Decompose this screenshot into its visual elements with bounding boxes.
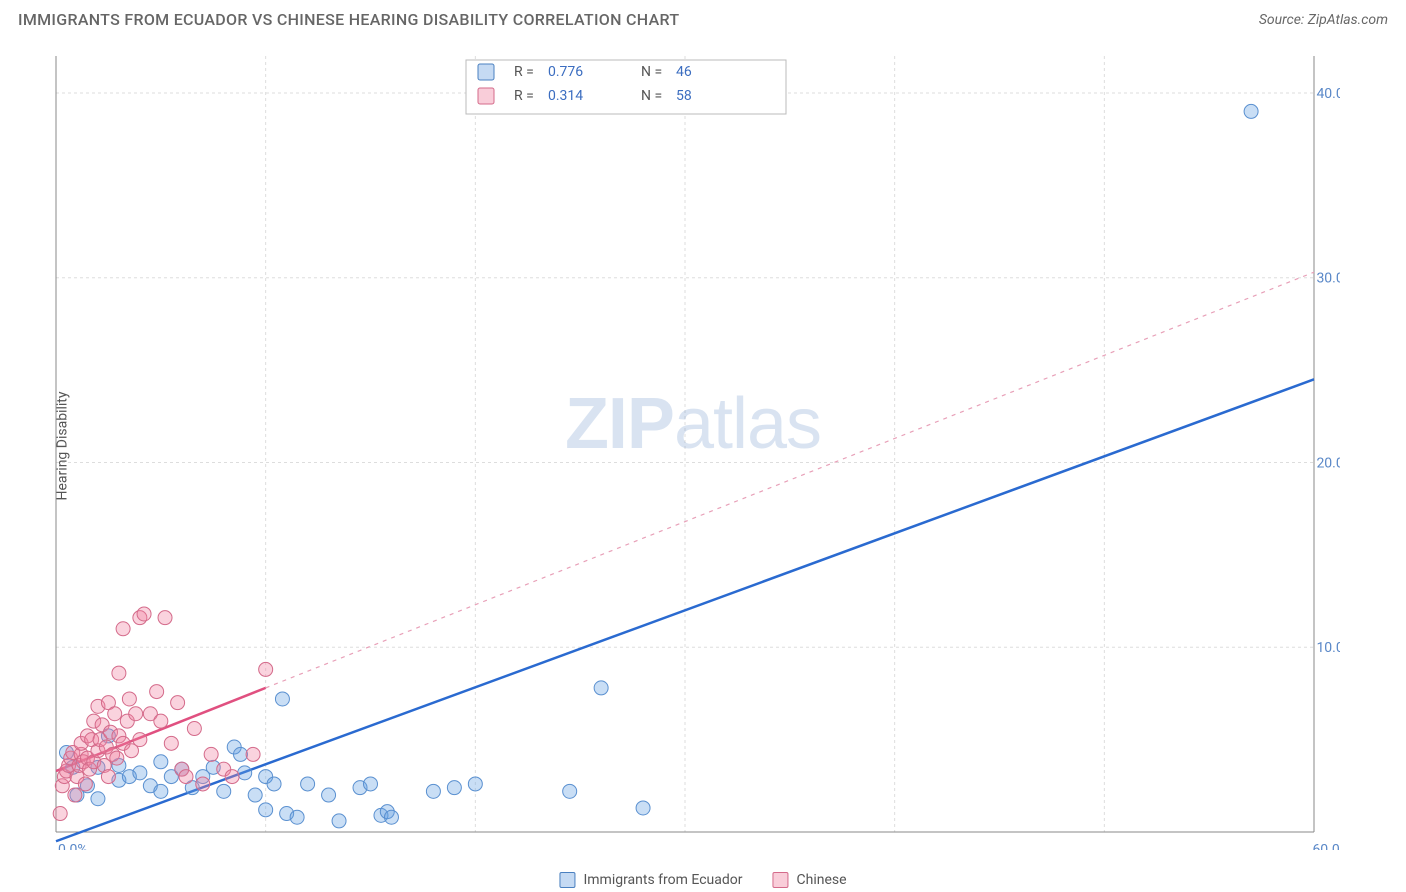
legend-label-chinese: Chinese (797, 872, 847, 888)
source-prefix: Source: (1259, 12, 1308, 28)
source-attribution: Source: ZipAtlas.com (1259, 12, 1388, 28)
bottom-legend: Immigrants from Ecuador Chinese (559, 872, 846, 888)
chart-area: 10.0% 20.0% 30.0% 40.0% 0.0% 60.0% R = 0.776 N =… (46, 46, 1340, 850)
legend-item-chinese: Chinese (773, 872, 847, 888)
svg-text:N =: N = (641, 88, 662, 104)
scatter-chart-svg: 10.0% 20.0% 30.0% 40.0% 0.0% 60.0% R = 0.776 N =… (46, 46, 1340, 850)
chart-title: IMMIGRANTS FROM ECUADOR VS CHINESE HEARI… (18, 10, 679, 29)
svg-text:0.0%: 0.0% (58, 842, 88, 850)
svg-text:58: 58 (676, 88, 692, 104)
svg-text:60.0%: 60.0% (1312, 842, 1340, 850)
legend-label-ecuador: Immigrants from Ecuador (583, 872, 742, 888)
legend-item-ecuador: Immigrants from Ecuador (559, 872, 742, 888)
legend-swatch-pink (773, 872, 789, 888)
legend-swatch-blue (559, 872, 575, 888)
svg-text:R =: R = (514, 88, 534, 104)
svg-text:0.776: 0.776 (548, 64, 583, 80)
svg-text:10.0%: 10.0% (1316, 640, 1340, 656)
svg-text:46: 46 (676, 64, 692, 80)
svg-text:30.0%: 30.0% (1316, 271, 1340, 287)
svg-text:20.0%: 20.0% (1316, 455, 1340, 471)
svg-text:R =: R = (514, 64, 534, 80)
svg-text:N =: N = (641, 64, 662, 80)
svg-text:40.0%: 40.0% (1316, 86, 1340, 102)
source-link[interactable]: ZipAtlas.com (1308, 12, 1388, 28)
svg-text:0.314: 0.314 (548, 88, 583, 104)
